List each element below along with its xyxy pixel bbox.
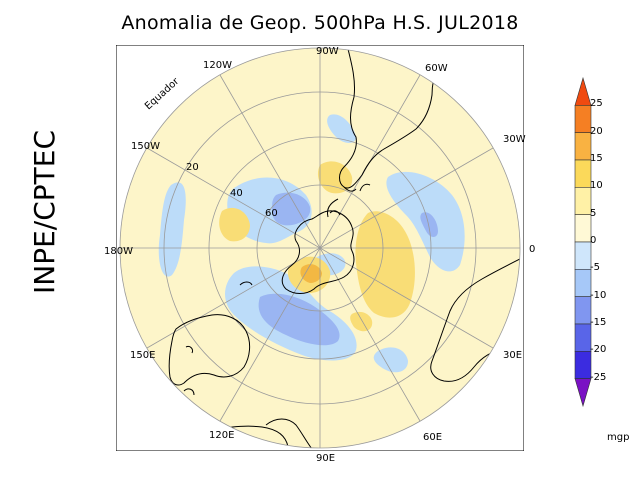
colorbar	[574, 76, 592, 408]
lon-label-left-lower: 150E	[130, 350, 156, 361]
lon-label-right-lower: 30E	[503, 350, 523, 361]
colorbar-segment	[574, 187, 592, 215]
colorbar-segment	[574, 214, 592, 243]
coast-south-america	[339, 48, 451, 189]
polar-map	[116, 45, 524, 451]
colorbar-segment	[574, 378, 592, 408]
lon-label-bottom-right: 60E	[423, 432, 443, 443]
colorbar-tick-label: -15	[590, 317, 607, 328]
colorbar-tick-label: 25	[590, 98, 603, 110]
colorbar-tick-label: 0	[590, 235, 597, 246]
colorbar-tick-label: -20	[590, 344, 607, 356]
colorbar-tick-label: 20	[590, 125, 603, 137]
colorbar-unit: mgp	[607, 432, 630, 443]
colorbar-segment	[574, 76, 592, 106]
colorbar-tick-label: 15	[590, 153, 603, 164]
anomaly-neg-core-indian	[258, 293, 340, 346]
lon-label-top-right: 60W	[425, 63, 448, 74]
anomaly-neg-small-b	[373, 347, 408, 373]
colorbar-segment	[574, 241, 592, 270]
anomaly-neg-core-west	[272, 192, 311, 226]
colorbar-segment	[574, 296, 592, 325]
lon-label-top-left: 120W	[203, 60, 232, 71]
colorbar-segment	[574, 159, 592, 188]
lon-label-left: 180W	[104, 246, 133, 257]
anomaly-pos-pacific	[219, 207, 250, 242]
colorbar-segment	[574, 132, 592, 161]
lon-label-bottom-left: 120E	[209, 430, 235, 441]
anomaly-neg-core-atlantic	[420, 212, 438, 237]
longitude-grid	[120, 48, 520, 448]
lon-label-right: 0	[529, 244, 536, 255]
lon-label-right-upper: 30W	[503, 134, 526, 145]
anomaly-neg-small-a	[327, 114, 356, 143]
colorbar-tick-label: -25	[590, 371, 607, 383]
coast-australia	[168, 314, 251, 386]
coast-antarctica	[281, 210, 355, 294]
colorbar-segment	[574, 323, 592, 352]
lon-label-top: 90W	[316, 46, 339, 57]
colorbar-segment	[574, 269, 592, 297]
anomaly-pos-atlantic	[355, 211, 415, 318]
lon-label-bottom: 90E	[316, 453, 336, 464]
lat-label-40: 40	[230, 188, 243, 199]
lat-label-20: 20	[186, 162, 199, 173]
colorbar-tick-label: 10	[590, 180, 603, 192]
colorbar-tick-label: -10	[590, 289, 607, 301]
colorbar-tick-label: 5	[590, 207, 597, 219]
colorbar-segment	[574, 105, 592, 133]
map-outline	[119, 47, 521, 449]
anomaly-pos-indian-small	[350, 311, 373, 332]
colorbar-tick-label: -5	[590, 262, 600, 274]
page-title: Anomalia de Geop. 500hPa H.S. JUL2018	[121, 12, 519, 34]
anomaly-neg-pacific	[158, 182, 186, 277]
lat-label-60: 60	[265, 208, 278, 219]
source-text: INPE/CPTEC	[28, 130, 61, 294]
anomaly-pos-polar-core	[300, 264, 322, 283]
lon-label-left-upper: 150W	[131, 141, 160, 152]
colorbar-segment	[574, 351, 592, 379]
